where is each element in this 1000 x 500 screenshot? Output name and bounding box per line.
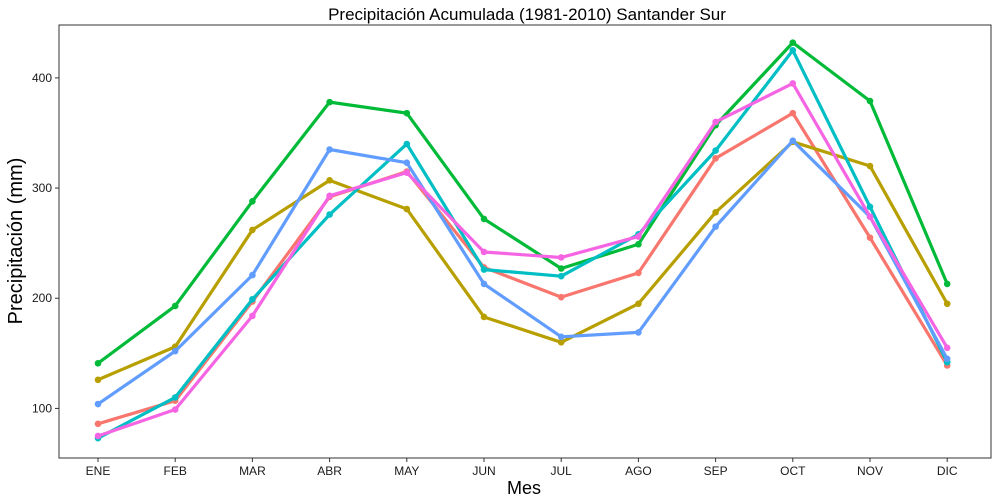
series-6 [94, 80, 951, 440]
data-point [480, 248, 488, 256]
data-point [712, 209, 719, 216]
data-point [480, 280, 488, 288]
plot-panel [58, 24, 992, 459]
x-tick-label: JUL [551, 464, 573, 478]
data-point [712, 118, 719, 126]
x-tick-label: JUN [472, 464, 495, 478]
data-point [712, 223, 719, 230]
data-point [557, 339, 565, 346]
data-point [943, 344, 951, 352]
x-tick-label: MAY [394, 464, 419, 478]
data-point [943, 300, 951, 308]
data-point [403, 205, 411, 213]
data-point [943, 355, 951, 363]
series-line [96, 139, 949, 406]
y-axis-title: Precipitación (mm) [5, 158, 27, 325]
data-point [635, 269, 642, 277]
data-point [789, 80, 797, 87]
data-point [635, 233, 642, 240]
data-point [171, 394, 179, 401]
x-tick-label: OCT [780, 464, 806, 478]
y-tick-label: 300 [32, 181, 52, 195]
data-point [635, 300, 642, 308]
y-tick-label: 100 [32, 401, 52, 415]
data-point [866, 234, 874, 241]
data-point [789, 137, 797, 144]
data-point [326, 192, 333, 200]
series-line [96, 81, 949, 438]
series-line [96, 41, 949, 365]
x-tick-label: FEB [164, 464, 187, 478]
data-point [789, 47, 797, 54]
y-tick-label: 200 [32, 291, 52, 305]
data-point [171, 406, 179, 413]
data-point [866, 213, 874, 221]
x-tick-label: SEP [704, 464, 728, 478]
data-point [171, 347, 179, 355]
x-axis: ENE FEB MAR ABR MAY JUN JUL AGO SEP OCT NOV DIC [86, 458, 958, 478]
chart-title: Precipitación Acumulada (1981-2010) Sant… [328, 5, 726, 24]
data-point [557, 333, 565, 341]
data-point [94, 376, 102, 384]
x-tick-label: ENE [86, 464, 111, 478]
data-point [94, 400, 102, 408]
data-point [326, 177, 333, 184]
x-tick-label: AGO [625, 464, 652, 478]
series-3 [94, 39, 951, 367]
x-tick-label: NOV [857, 464, 883, 478]
data-point [249, 271, 256, 279]
data-point [480, 313, 488, 321]
data-point [326, 146, 333, 153]
series-line [96, 140, 949, 382]
data-point [557, 254, 565, 261]
data-point [557, 265, 565, 272]
data-point [94, 432, 102, 440]
x-tick-label: ABR [317, 464, 342, 478]
data-point [249, 197, 256, 205]
data-point [789, 109, 797, 117]
data-point [480, 215, 488, 223]
data-point [789, 39, 797, 46]
data-point [326, 98, 333, 106]
x-axis-title: Mes [507, 478, 541, 498]
data-point [866, 162, 874, 170]
data-point [249, 226, 256, 234]
data-point [94, 420, 102, 428]
data-point [249, 312, 256, 320]
data-point [403, 169, 411, 176]
x-tick-label: MAR [239, 464, 266, 478]
data-point [712, 147, 719, 154]
series-line [96, 48, 949, 440]
data-point [557, 272, 565, 280]
y-tick-label: 400 [32, 71, 52, 85]
data-point [403, 159, 411, 167]
data-point [249, 296, 256, 303]
data-point [557, 293, 565, 301]
data-point [403, 109, 411, 117]
data-point [480, 266, 488, 273]
data-point [94, 359, 102, 367]
data-point [403, 140, 411, 148]
data-point [866, 97, 874, 105]
data-point [635, 240, 642, 248]
y-axis: 100 200 300 400 [32, 71, 59, 415]
x-tick-label: DIC [937, 464, 958, 478]
data-point [866, 203, 874, 211]
data-point [712, 155, 719, 162]
data-point [943, 280, 951, 288]
data-point [326, 211, 333, 218]
data-point [171, 302, 179, 310]
series-layer [94, 39, 951, 442]
data-point [635, 329, 642, 336]
